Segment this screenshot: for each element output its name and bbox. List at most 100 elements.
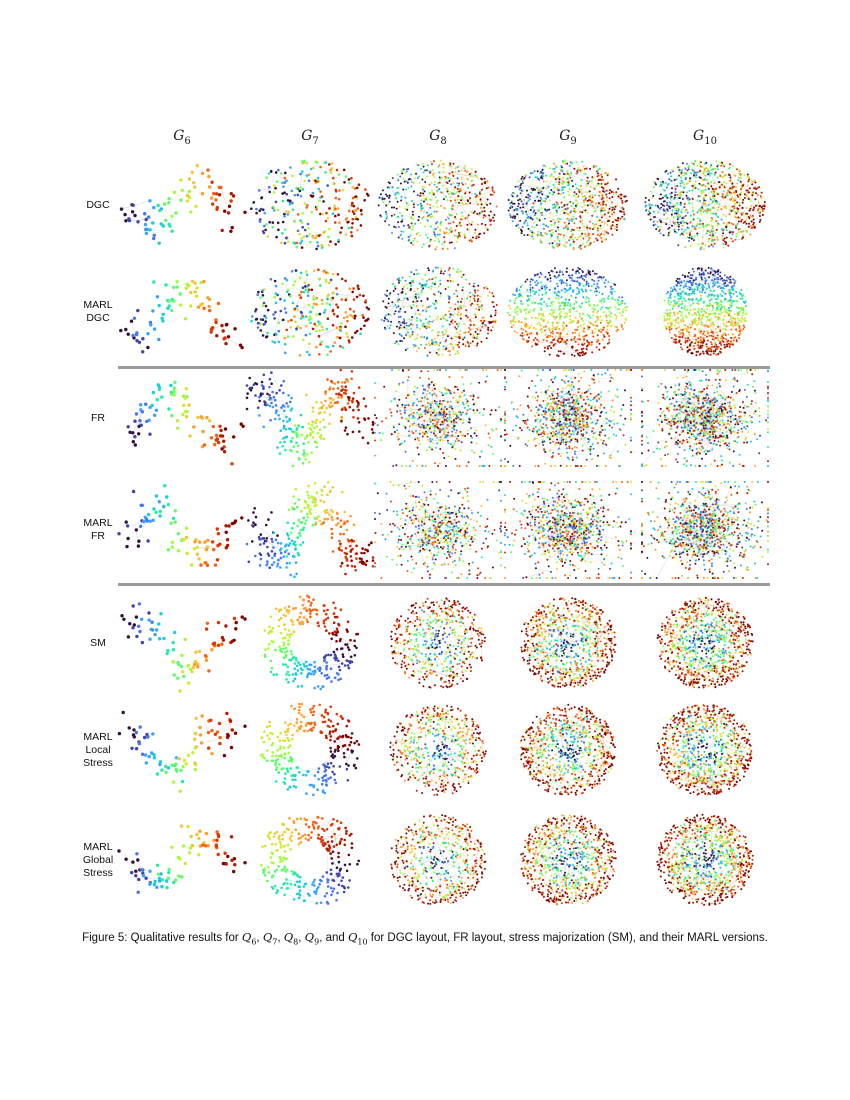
graph-node xyxy=(699,200,701,202)
graph-node xyxy=(521,332,524,335)
graph-node xyxy=(705,167,708,170)
graph-node xyxy=(715,337,718,339)
graph-node xyxy=(445,328,448,331)
graph-edge xyxy=(587,314,607,316)
graph-node xyxy=(670,191,673,194)
graph-node xyxy=(480,222,483,225)
graph-node xyxy=(439,295,442,298)
graph-node xyxy=(598,276,601,278)
graph-node xyxy=(520,327,523,330)
graph-node xyxy=(595,320,597,323)
graph-node xyxy=(672,205,675,208)
graph-node xyxy=(334,207,337,211)
graph-node xyxy=(570,172,573,175)
graph-node xyxy=(523,198,526,201)
graph-node xyxy=(449,214,452,217)
graph-node xyxy=(281,231,284,235)
graph-node xyxy=(412,323,414,326)
graph-node xyxy=(620,323,623,326)
graph-node xyxy=(593,210,596,213)
graph-node xyxy=(461,211,463,214)
graph-node xyxy=(551,242,554,245)
graph-node xyxy=(701,236,704,239)
graph-node xyxy=(664,170,667,173)
graph-node xyxy=(316,176,320,180)
graph-node xyxy=(321,212,324,216)
graph-node xyxy=(415,317,418,320)
graph-node xyxy=(684,228,687,231)
graph-edge xyxy=(439,177,448,189)
graph-node xyxy=(566,224,568,227)
graph-node xyxy=(283,191,286,194)
graph-node xyxy=(428,192,431,194)
graph-node xyxy=(415,269,418,272)
graph-node xyxy=(438,233,441,236)
graph-node xyxy=(558,271,561,274)
graph-node xyxy=(472,334,475,337)
graph-node xyxy=(484,181,487,184)
graph-node xyxy=(735,191,738,194)
graph-node xyxy=(562,180,564,183)
graph-node xyxy=(591,278,594,281)
graph-node xyxy=(401,340,404,343)
graph-edge xyxy=(718,310,726,318)
graph-node xyxy=(419,234,422,237)
graph-node xyxy=(569,314,572,317)
graph-node xyxy=(597,219,600,222)
graph-node xyxy=(461,286,464,289)
graph-node xyxy=(687,227,690,230)
graph-node xyxy=(331,323,335,327)
graph-edge xyxy=(161,310,172,319)
graph-node xyxy=(579,210,582,213)
graph-node xyxy=(488,214,491,217)
graph-edge xyxy=(539,212,566,221)
graph-node xyxy=(416,273,419,275)
graph-node xyxy=(441,184,444,187)
graph-node xyxy=(404,292,407,295)
graph-node xyxy=(283,215,286,218)
graph-node xyxy=(734,174,737,177)
graph-node xyxy=(738,169,740,172)
graph-node xyxy=(491,301,494,304)
graph-node xyxy=(707,168,710,171)
graph-node xyxy=(517,199,520,202)
graph-node xyxy=(571,353,573,356)
graph-node xyxy=(275,333,278,336)
graph-node xyxy=(570,230,573,233)
graph-node xyxy=(531,206,533,209)
graph-node xyxy=(456,268,459,271)
graph-node xyxy=(671,307,674,310)
graph-node xyxy=(433,283,436,286)
graph-node xyxy=(566,304,569,307)
graph-node xyxy=(425,310,428,313)
graph-node xyxy=(157,337,161,342)
graph-node xyxy=(586,176,589,179)
graph-edge xyxy=(673,312,687,330)
graph-node xyxy=(124,219,128,223)
graph-node xyxy=(586,241,588,244)
graph-node xyxy=(305,174,309,177)
graph-node xyxy=(608,192,611,195)
graph-node xyxy=(454,229,457,232)
graph-node xyxy=(531,235,534,238)
graph-node xyxy=(557,350,560,353)
graph-node xyxy=(680,211,683,214)
graph-node xyxy=(476,303,479,306)
graph-edge xyxy=(594,188,604,209)
graph-node xyxy=(399,315,402,318)
graph-node xyxy=(431,189,433,192)
graph-node xyxy=(513,209,516,212)
graph-node xyxy=(428,198,431,201)
graph-edge xyxy=(415,223,441,226)
graph-node xyxy=(615,229,618,232)
graph-node xyxy=(456,177,459,180)
graph-node xyxy=(649,218,652,221)
graph-node xyxy=(487,332,489,335)
graph-node xyxy=(318,277,322,281)
graph-node xyxy=(285,179,288,182)
graph-node xyxy=(212,192,216,196)
graph-node xyxy=(210,196,214,200)
graph-node xyxy=(359,327,363,331)
graph-node xyxy=(734,238,737,241)
graph-node xyxy=(397,343,400,346)
